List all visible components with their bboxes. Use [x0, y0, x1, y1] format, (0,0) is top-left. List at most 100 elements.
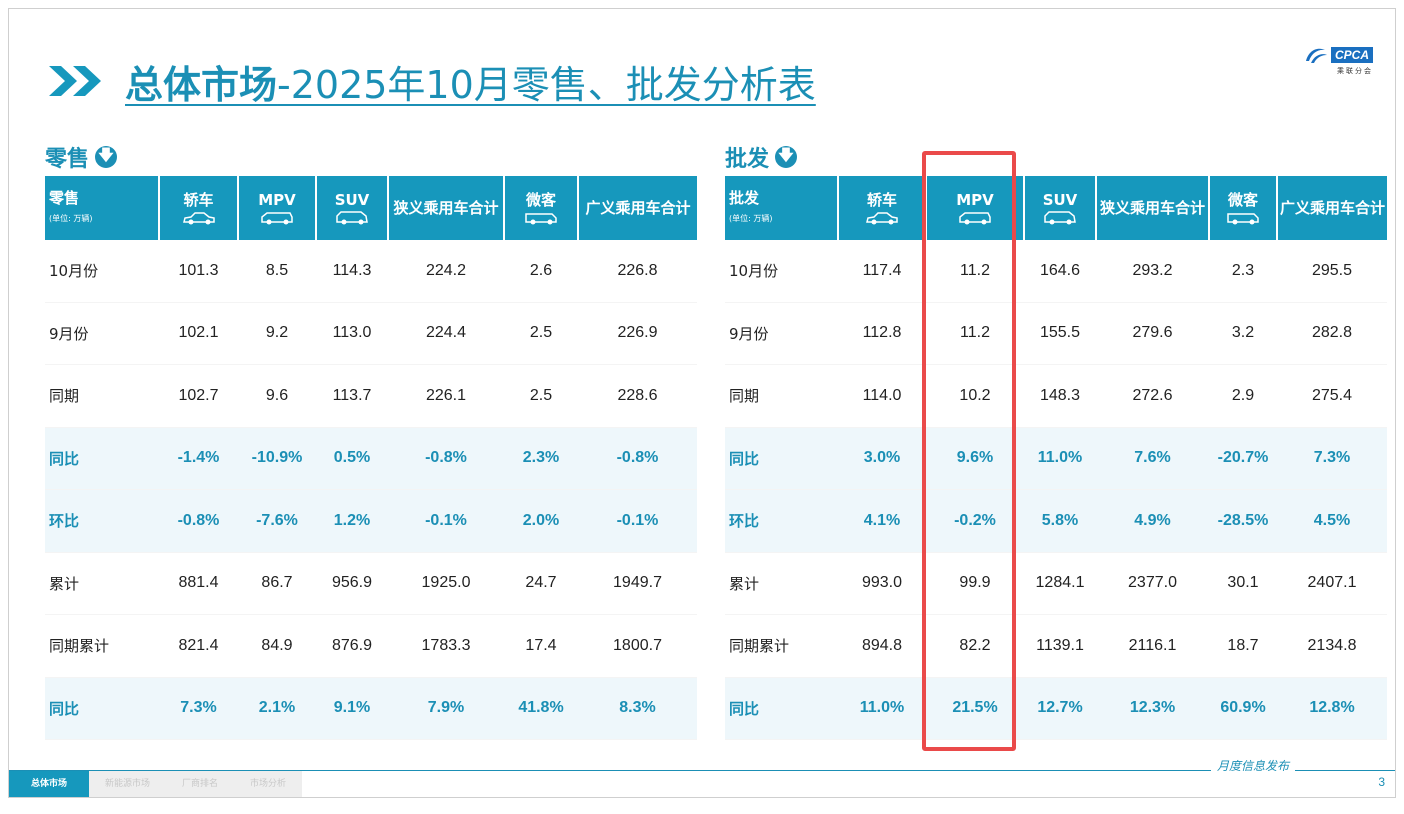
table-row: 累计 993.0 99.9 1284.1 2377.0 30.1 2407.1 — [725, 552, 1387, 615]
table-cell: 228.6 — [578, 364, 697, 428]
retail-section-text: 零售 — [45, 147, 90, 172]
table-cell: 956.9 — [316, 552, 388, 615]
table-cell: 275.4 — [1277, 364, 1387, 428]
table-cell: 282.8 — [1277, 302, 1387, 365]
col-label: SUV — [1042, 190, 1078, 209]
table-cell: 11.2 — [926, 240, 1024, 303]
retail-col-broad-total: 广义乘用车合计 — [578, 176, 697, 240]
table-cell: 2.0% — [504, 489, 578, 553]
table-cell: 2.6 — [504, 240, 578, 303]
table-cell: 4.1% — [838, 489, 926, 553]
wholesale-col-sedan: 轿车 — [838, 176, 927, 240]
table-row: 环比 4.1% -0.2% 5.8% 4.9% -28.5% 4.5% — [725, 489, 1387, 553]
table-cell: 113.7 — [316, 364, 388, 428]
title-prefix: 总体市场 — [125, 62, 278, 107]
retail-table: 零售 (单位: 万辆) 轿车 MPV SUV 狭义乘用车合计 微客 广义乘用车合… — [45, 176, 697, 740]
col-label: SUV — [334, 190, 370, 209]
table-cell: 876.9 — [316, 614, 388, 678]
row-label: 同比 — [725, 427, 838, 490]
table-row: 环比 -0.8% -7.6% 1.2% -0.1% 2.0% -0.1% — [45, 489, 697, 553]
table-cell: 99.9 — [926, 552, 1024, 615]
retail-table-body: 10月份 101.3 8.5 114.3 224.2 2.6 226.8 9月份 102.1 9.… — [45, 240, 697, 740]
table-cell: -0.1% — [388, 489, 504, 553]
table-cell: 11.0% — [838, 677, 926, 740]
row-label: 累计 — [45, 552, 159, 615]
table-cell: 2.5 — [504, 364, 578, 428]
wholesale-header-title: 批发 — [729, 188, 760, 207]
table-cell: 82.2 — [926, 614, 1024, 678]
table-cell: -10.9% — [238, 427, 316, 490]
table-cell: 84.9 — [238, 614, 316, 678]
row-label: 同期累计 — [45, 614, 159, 678]
wholesale-header-first: 批发 (单位: 万辆) — [725, 176, 839, 240]
table-row: 同期 114.0 10.2 148.3 272.6 2.9 275.4 — [725, 364, 1387, 428]
table-cell: 272.6 — [1096, 364, 1209, 428]
table-cell: 148.3 — [1024, 364, 1096, 428]
row-label: 9月份 — [45, 302, 159, 365]
wholesale-table: 批发 (单位: 万辆) 轿车 MPV SUV 狭义乘用车合计 微客 广义乘用车合… — [725, 176, 1387, 740]
footer-divider — [9, 770, 1395, 771]
table-cell: 117.4 — [838, 240, 926, 303]
page-number: 3 — [1378, 775, 1385, 789]
table-cell: 86.7 — [238, 552, 316, 615]
row-label: 10月份 — [725, 240, 838, 303]
down-arrow-icon: 🡇 — [95, 146, 118, 168]
footer-tab-nev[interactable]: 新能源市场 — [105, 779, 151, 789]
retail-col-mpv: MPV — [238, 176, 317, 240]
table-cell: 226.9 — [578, 302, 697, 365]
page-title: 总体市场-2025年10月零售、批发分析表 — [125, 54, 816, 109]
table-cell: -20.7% — [1209, 427, 1277, 490]
wholesale-header-unit: (单位: 万辆) — [729, 213, 773, 223]
table-row: 10月份 117.4 11.2 164.6 293.2 2.3 295.5 — [725, 240, 1387, 303]
cpca-logo: CPCA 乘联分会 — [1303, 45, 1373, 76]
title-row: 总体市场-2025年10月零售、批发分析表 — [49, 51, 816, 111]
table-cell: -7.6% — [238, 489, 316, 553]
retail-section-label: 零售 🡇 — [45, 141, 118, 173]
table-cell: 101.3 — [159, 240, 238, 303]
table-cell: 114.0 — [838, 364, 926, 428]
table-cell: 4.5% — [1277, 489, 1387, 553]
table-cell: 2116.1 — [1096, 614, 1209, 678]
logo-swirl-icon — [1305, 48, 1327, 63]
wholesale-section-label: 批发 🡇 — [725, 141, 798, 173]
table-cell: 295.5 — [1277, 240, 1387, 303]
suv-icon — [1044, 210, 1076, 224]
table-cell: 12.8% — [1277, 677, 1387, 740]
row-label: 同比 — [725, 677, 838, 740]
table-cell: -28.5% — [1209, 489, 1277, 553]
table-cell: 155.5 — [1024, 302, 1096, 365]
row-label: 环比 — [725, 489, 838, 553]
table-cell: 113.0 — [316, 302, 388, 365]
table-cell: -0.8% — [578, 427, 697, 490]
table-row: 9月份 112.8 11.2 155.5 279.6 3.2 282.8 — [725, 302, 1387, 365]
logo-subtitle: 乘联分会 — [1337, 67, 1373, 75]
table-cell: 1284.1 — [1024, 552, 1096, 615]
footer-tab-ranking[interactable]: 厂商排名 — [182, 779, 219, 789]
retail-header-unit: (单位: 万辆) — [49, 213, 93, 223]
table-cell: 21.5% — [926, 677, 1024, 740]
table-cell: 3.0% — [838, 427, 926, 490]
double-chevron-icon — [49, 63, 111, 99]
table-cell: 2134.8 — [1277, 614, 1387, 678]
sedan-icon — [866, 211, 898, 224]
retail-header-first: 零售 (单位: 万辆) — [45, 176, 160, 240]
suv-icon — [336, 210, 368, 224]
table-cell: -0.8% — [159, 489, 238, 553]
table-cell: 12.3% — [1096, 677, 1209, 740]
col-label: MPV — [956, 190, 994, 209]
down-arrow-icon: 🡇 — [775, 146, 798, 168]
table-cell: 993.0 — [838, 552, 926, 615]
table-cell: 894.8 — [838, 614, 926, 678]
col-label: 轿车 — [866, 190, 897, 209]
footer-tab-overall[interactable]: 总体市场 — [9, 771, 90, 797]
table-cell: -1.4% — [159, 427, 238, 490]
table-row: 同期累计 894.8 82.2 1139.1 2116.1 18.7 2134.8 — [725, 614, 1387, 678]
footer-tab-analysis[interactable]: 市场分析 — [250, 779, 287, 789]
table-cell: 11.2 — [926, 302, 1024, 365]
table-cell: 224.4 — [388, 302, 504, 365]
table-cell: 2377.0 — [1096, 552, 1209, 615]
footer-tabs: 总体市场 新能源市场 厂商排名 市场分析 — [9, 771, 303, 797]
table-cell: 279.6 — [1096, 302, 1209, 365]
row-label: 9月份 — [725, 302, 838, 365]
minibus-icon — [1227, 212, 1259, 224]
